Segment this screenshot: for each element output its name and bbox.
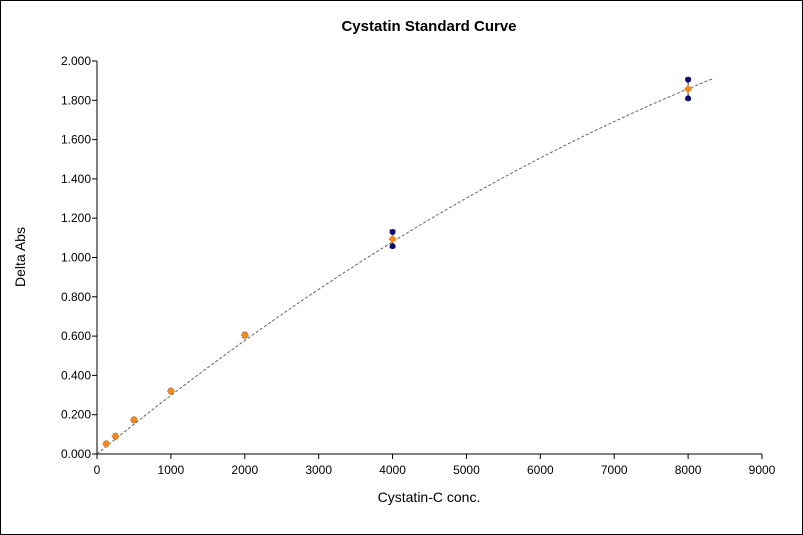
mean-point [166, 386, 176, 396]
replicate-point [389, 228, 396, 235]
y-tick-label: 0.200 [61, 408, 91, 422]
x-tick-label: 0 [94, 463, 101, 477]
x-axis-label: Cystatin-C conc. [378, 489, 481, 505]
mean-point [111, 432, 120, 441]
y-tick-label: 0.600 [61, 329, 91, 343]
x-tick-label: 7000 [601, 463, 628, 477]
x-tick-label: 2000 [231, 463, 258, 477]
y-axis-ticks: 0.000 0.200 0.400 0.600 0.800 1.000 1.200 1.400… [61, 54, 97, 461]
chart-title: Cystatin Standard Curve [341, 18, 516, 35]
y-tick-label: 1.000 [61, 251, 91, 265]
error-bars [389, 77, 692, 249]
y-tick-label: 2.000 [61, 54, 91, 68]
y-axis-label: Delta Abs [12, 227, 28, 287]
replicate-point [389, 243, 396, 250]
replicate-point [685, 76, 692, 83]
y-tick-label: 0.000 [61, 447, 91, 461]
y-tick-label: 1.600 [61, 133, 91, 147]
y-tick-label: 1.400 [61, 172, 91, 186]
mean-point [240, 330, 249, 340]
y-tick-label: 0.800 [61, 290, 91, 304]
y-tick-label: 1.800 [61, 93, 91, 107]
x-tick-label: 3000 [305, 463, 332, 477]
mean-point [388, 234, 397, 244]
fit-curve [96, 77, 715, 455]
replicate-point [685, 95, 692, 102]
x-tick-label: 1000 [158, 463, 185, 477]
x-axis-ticks: 0 1000 2000 3000 4000 5000 6000 7000 8000 9000 [94, 454, 776, 477]
data-points [102, 76, 693, 448]
y-tick-label: 1.200 [61, 211, 91, 225]
mean-point [683, 84, 693, 94]
x-tick-label: 9000 [749, 463, 776, 477]
x-tick-label: 5000 [453, 463, 480, 477]
x-tick-label: 6000 [527, 463, 554, 477]
x-tick-label: 4000 [379, 463, 406, 477]
mean-point [102, 439, 111, 448]
mean-point [129, 415, 139, 425]
x-tick-label: 8000 [675, 463, 702, 477]
y-tick-label: 0.400 [61, 368, 91, 382]
